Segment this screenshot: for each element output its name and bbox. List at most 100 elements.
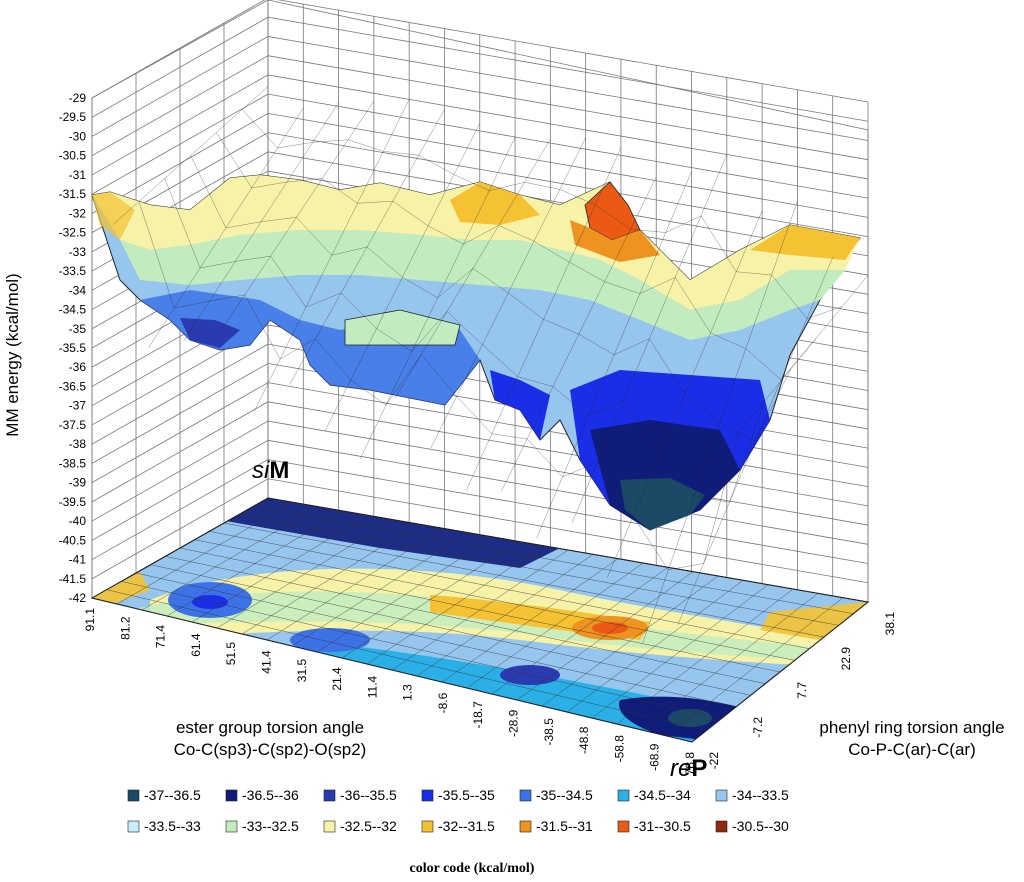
- surface-mesh: [112, 86, 869, 644]
- z-tick-label: -30: [69, 129, 87, 143]
- z-axis-ticks: -29 -29.5 -30 -30.5 -31 -31.5 -32 -32.5 -33 -33.5…: [59, 91, 87, 605]
- floor-grid-line: [135, 572, 737, 708]
- legend-label: -30.5--30: [732, 818, 789, 834]
- x-tick-label: 78.8: [683, 752, 697, 776]
- x-tick-label: -18.7: [471, 701, 485, 729]
- floor-grid-line: [209, 531, 810, 649]
- x-tick-label: 51.5: [224, 642, 238, 666]
- legend-swatch: [127, 820, 140, 833]
- surface-plateau: [344, 309, 461, 346]
- z-tick-label: -38: [69, 437, 87, 451]
- corner-label-reP: reP: [670, 755, 707, 782]
- x-tick-label: 81.2: [118, 616, 132, 640]
- legend-label: -33.5--33: [144, 818, 201, 834]
- x-tick-label: 11.4: [365, 675, 379, 698]
- floor-band-green: [130, 591, 820, 660]
- floor-grid-line: [150, 564, 751, 696]
- legend-title: color code (kcal/mol): [410, 861, 535, 876]
- z-tick-label: -33.5: [59, 264, 87, 278]
- z-tick-label: -38.5: [59, 456, 87, 470]
- z-tick-label: -36: [69, 360, 87, 374]
- z-tick-label: -31.5: [59, 187, 87, 201]
- z-tick-label: -37.5: [59, 418, 87, 432]
- z-gridline: [91, 0, 869, 103]
- floor-grid-line: [106, 589, 707, 731]
- legend-swatch: [519, 820, 532, 833]
- z-tick-label: -35: [69, 322, 87, 336]
- x-tick-label: -68.9: [648, 743, 662, 771]
- z-tick-label: -41: [69, 553, 87, 567]
- surface-well-left: [180, 318, 240, 348]
- floor-grid-line: [179, 547, 781, 673]
- legend-label: -36--35.5: [340, 787, 397, 803]
- x-tick-label: 21.4: [330, 667, 344, 691]
- y-tick-label: 7.7: [795, 682, 809, 699]
- legend-label: -33--32.5: [242, 818, 299, 834]
- legend-swatch: [519, 789, 532, 802]
- surface-mesh-line: [164, 178, 765, 503]
- x-tick-label: -8.6: [436, 692, 450, 713]
- energy-surface: [91, 86, 869, 644]
- surface-mesh-line: [242, 109, 843, 319]
- z-tick-label: -41.5: [59, 572, 87, 586]
- legend-label: -32--31.5: [438, 818, 495, 834]
- legend-label: -32.5--32: [340, 818, 397, 834]
- z-tick-label: -40.5: [59, 533, 87, 547]
- x-tick-label: 61.4: [189, 633, 203, 657]
- z-tick-label: -37: [69, 399, 87, 413]
- legend-item: -30.5--30: [715, 818, 789, 834]
- x-axis-title-line2: Co-C(sp3)-C(sp2)-O(sp2): [174, 740, 367, 759]
- legend-item: -35.5--35: [421, 787, 495, 803]
- legend-swatch: [715, 820, 728, 833]
- x-tick-label: 91.1: [83, 608, 97, 632]
- legend-item: -32.5--32: [323, 818, 397, 834]
- z-tick-label: -29.5: [59, 110, 87, 124]
- legend-swatch: [715, 789, 728, 802]
- corner-label-siM: siM: [252, 457, 289, 484]
- x-tick-label: 1.3: [401, 684, 415, 701]
- legend-label: -31.5--31: [536, 818, 593, 834]
- y-tick-label: -22: [707, 752, 721, 770]
- legend-label: -34.5--34: [634, 787, 691, 803]
- z-tick-label: -34.5: [59, 303, 87, 317]
- legend-swatch: [323, 820, 336, 833]
- z-tick-label: -35.5: [59, 341, 87, 355]
- legend-label: -34--33.5: [732, 787, 789, 803]
- legend-swatch: [225, 820, 238, 833]
- x-tick-label: -28.9: [507, 709, 521, 737]
- legend-swatch: [421, 820, 434, 833]
- surface-peak-rim: [570, 220, 660, 262]
- legend-item: -37--36.5: [127, 787, 201, 803]
- legend-item: -31.5--31: [519, 818, 593, 834]
- floor-grid-line: [223, 522, 825, 638]
- y-axis-ticks: -22 -7.2 7.7 22.9 38.1: [707, 612, 897, 770]
- z-tick-label: -29: [69, 91, 87, 105]
- x-tick-label: -48.8: [577, 726, 591, 754]
- legend-swatch: [617, 820, 630, 833]
- legend-label: -37--36.5: [144, 787, 201, 803]
- x-tick-label: 31.5: [295, 659, 309, 683]
- z-tick-label: -39: [69, 476, 87, 490]
- surface-left-yellow: [92, 192, 135, 240]
- x-tick-label: -38.5: [542, 718, 556, 746]
- floor-grid: [92, 498, 868, 742]
- z-tick-label: -36.5: [59, 379, 87, 393]
- z-tick-label: -42: [69, 591, 87, 605]
- surface-mesh-line: [138, 201, 740, 571]
- surface-green-band: [120, 230, 845, 340]
- x-tick-label: -58.8: [612, 735, 626, 763]
- legend-item: -34.5--34: [617, 787, 691, 803]
- floor-contour-map: [90, 497, 870, 743]
- legend-swatch: [323, 789, 336, 802]
- surface-well-mid: [490, 370, 550, 440]
- surface-right-yellow: [750, 225, 860, 260]
- legend-item: -31--30.5: [617, 818, 691, 834]
- z-axis-title: MM energy (kcal/mol): [3, 273, 22, 436]
- legend-item: -33--32.5: [225, 818, 299, 834]
- surface-mesh-line: [216, 132, 817, 381]
- floor-grid-line: [121, 581, 722, 719]
- legend: -37--36.5 -36.5--36 -36--35.5 -35.5--35 -35-…: [127, 787, 789, 834]
- z-tick-label: -32: [69, 206, 87, 220]
- legend-swatch: [127, 789, 140, 802]
- legend-item: -36.5--36: [225, 787, 299, 803]
